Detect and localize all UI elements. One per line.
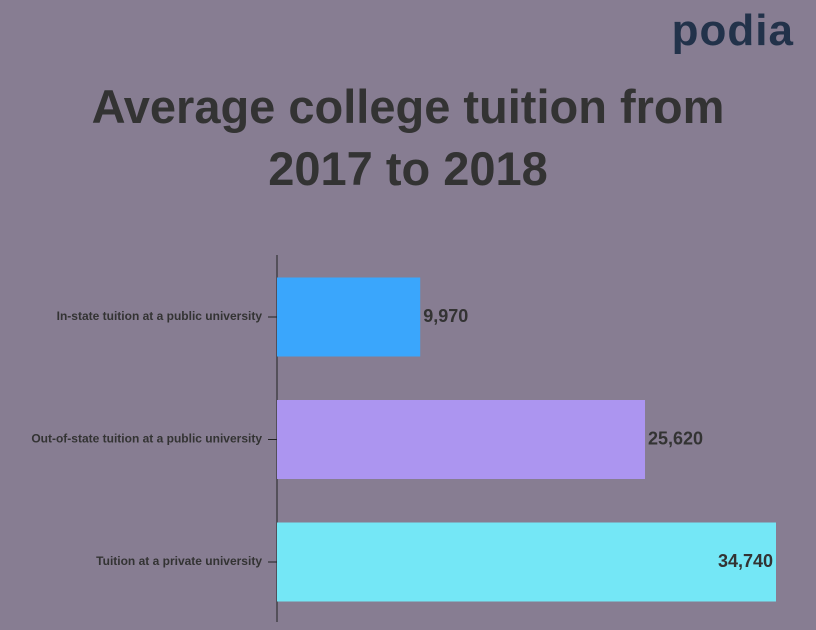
bar <box>277 400 646 479</box>
y-tick-label: In-state tuition at a public university <box>57 309 263 323</box>
bar <box>277 522 776 602</box>
logo: podia <box>671 6 794 55</box>
value-label: 25,620 <box>648 428 703 448</box>
chart-title: Average college tuition from 2017 to 201… <box>91 80 725 195</box>
value-label: 9,970 <box>423 306 468 326</box>
value-label: 34,740 <box>718 551 773 571</box>
y-tick-label: Out-of-state tuition at a public univers… <box>31 432 262 446</box>
y-tick-label: Tuition at a private university <box>96 554 262 568</box>
bar <box>277 277 421 357</box>
